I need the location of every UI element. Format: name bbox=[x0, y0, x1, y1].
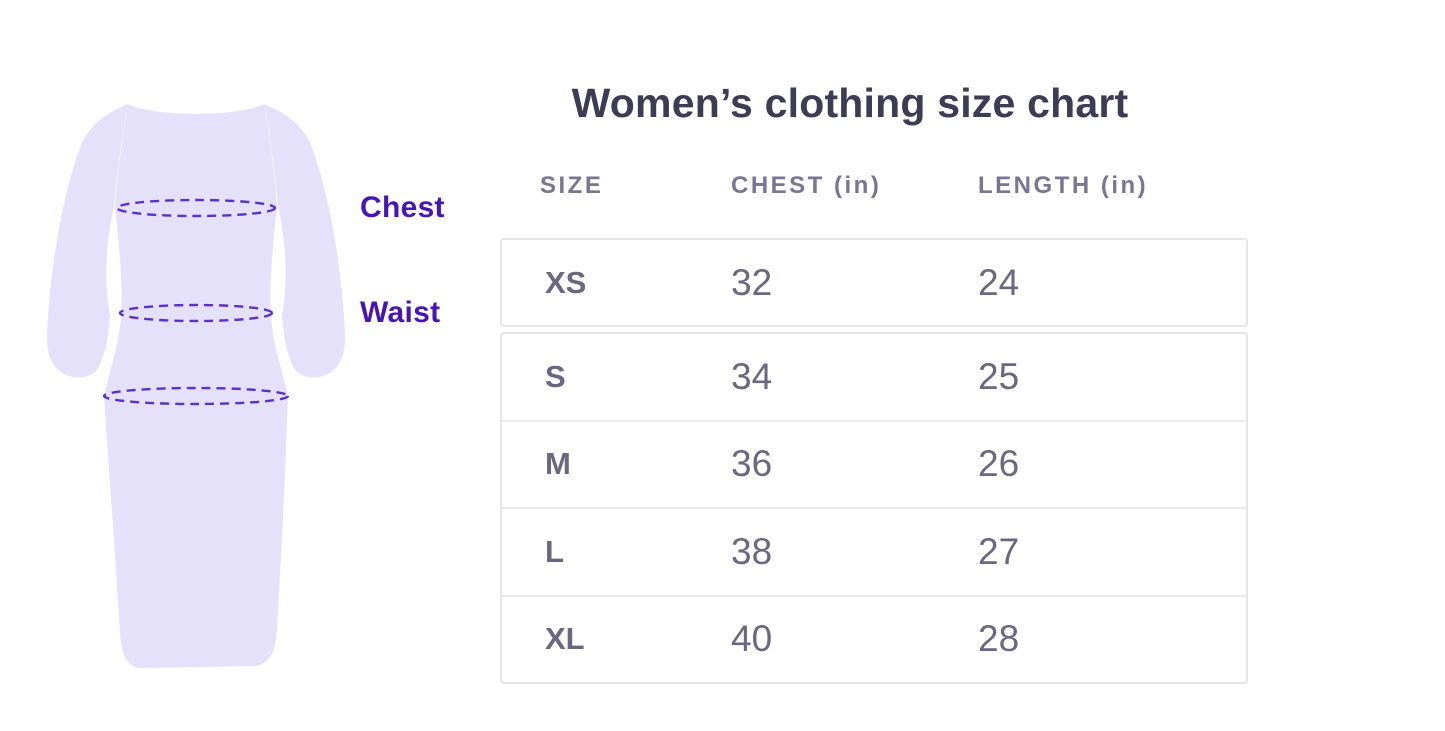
page-title: Women’s clothing size chart bbox=[571, 80, 1129, 126]
cell-chest: 34 bbox=[731, 355, 773, 397]
size-table-body-box: S 34 25 M 36 26 L 38 27 XL 40 28 bbox=[500, 332, 1248, 684]
dress-illustration bbox=[46, 104, 346, 668]
table-row: XL 40 28 bbox=[502, 594, 1246, 683]
cell-size: XL bbox=[545, 621, 585, 657]
cell-length: 25 bbox=[978, 355, 1020, 397]
dress-right-sleeve bbox=[264, 104, 346, 378]
waist-measure-ellipse bbox=[118, 303, 274, 323]
cell-chest: 32 bbox=[731, 261, 773, 303]
cell-length: 27 bbox=[978, 530, 1020, 572]
cell-size: L bbox=[545, 533, 564, 569]
table-row: M 36 26 bbox=[502, 419, 1246, 508]
cell-chest: 38 bbox=[731, 530, 773, 572]
table-row: S 34 25 bbox=[502, 334, 1246, 420]
table-row: L 38 27 bbox=[502, 507, 1246, 595]
cell-length: 26 bbox=[978, 443, 1020, 485]
waist-label: Waist bbox=[360, 296, 441, 329]
cell-size: S bbox=[545, 358, 566, 394]
dress-left-sleeve bbox=[46, 104, 128, 378]
column-header-chest: CHEST (in) bbox=[731, 172, 882, 199]
cell-chest: 40 bbox=[731, 618, 773, 660]
cell-size: XS bbox=[545, 264, 587, 300]
size-table-first-row-box: XS 32 24 bbox=[500, 238, 1248, 327]
cell-length: 24 bbox=[978, 261, 1020, 303]
cell-length: 28 bbox=[978, 618, 1020, 660]
table-row: XS 32 24 bbox=[502, 240, 1246, 325]
cell-size: M bbox=[545, 446, 571, 482]
column-header-length: LENGTH (in) bbox=[978, 172, 1149, 199]
dress-body bbox=[104, 104, 288, 668]
cell-chest: 36 bbox=[731, 443, 773, 485]
chest-label: Chest bbox=[360, 191, 445, 224]
chest-measure-ellipse bbox=[115, 198, 277, 218]
hip-measure-ellipse bbox=[102, 386, 290, 406]
column-header-size: SIZE bbox=[540, 172, 604, 199]
